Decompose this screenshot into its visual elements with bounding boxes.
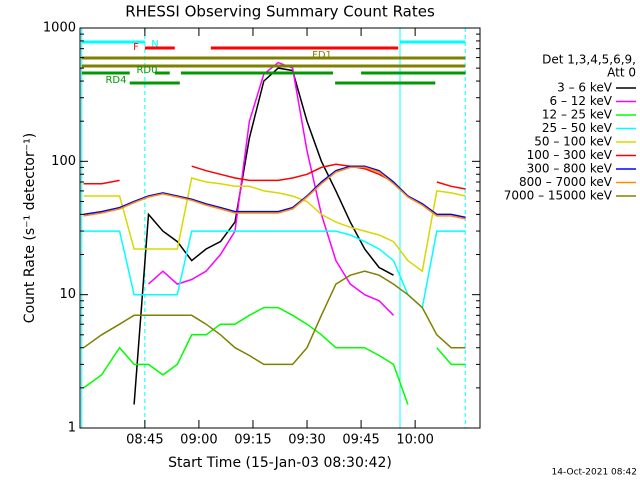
- flag-label: RD0: [136, 65, 157, 76]
- footer: 14-Oct-2021 08:42: [552, 468, 637, 478]
- series-line: [83, 270, 466, 366]
- chart-title: RHESSI Observing Summary Count Rates: [125, 3, 435, 21]
- flag-label: FD1: [312, 50, 332, 61]
- flag-label: RD4: [105, 75, 126, 86]
- legend-label: 100 – 300 keV: [527, 148, 613, 162]
- x-tick-label: 09:15: [234, 433, 271, 448]
- series-line: [133, 67, 394, 405]
- x-tick-label: 09:30: [288, 433, 325, 448]
- legend-label: 800 – 7000 keV: [519, 175, 613, 189]
- x-tick-label: 09:00: [180, 433, 217, 448]
- y-tick-label: 10: [59, 287, 76, 302]
- x-tick-label: 10:00: [396, 433, 433, 448]
- series-line: [83, 230, 466, 310]
- x-tick-label: 08:45: [126, 433, 163, 448]
- series-line: [147, 61, 395, 316]
- legend-label: 50 – 100 keV: [534, 135, 613, 149]
- legend-label: 12 – 25 keV: [542, 108, 613, 122]
- legend-label: 300 – 800 keV: [527, 162, 613, 176]
- flag-label: N: [151, 39, 158, 50]
- x-tick-label: 09:45: [342, 433, 379, 448]
- legend-label: 3 – 6 keV: [557, 81, 613, 95]
- plot-frame: [79, 27, 481, 429]
- legend-title: Det 1,3,4,5,6,9,: [542, 53, 636, 67]
- legend-label: 7000 – 15000 keV: [504, 189, 613, 203]
- legend-label: 6 – 12 keV: [550, 94, 613, 108]
- series-line: [83, 166, 466, 220]
- series-line: [83, 306, 466, 405]
- y-axis-label: Count Rate (s⁻¹ detector⁻¹): [22, 133, 38, 323]
- legend-label: 25 – 50 keV: [542, 121, 613, 135]
- series-line: [83, 165, 466, 219]
- x-axis-label: Start Time (15-Jan-03 08:30:42): [168, 455, 392, 471]
- y-tick-label: 1000: [43, 21, 76, 36]
- flag-label: F: [133, 42, 139, 53]
- series-line: [83, 177, 466, 273]
- y-tick-label: 100: [51, 154, 76, 169]
- y-tick-label: 1: [68, 421, 76, 436]
- legend-title: Att 0: [607, 66, 636, 80]
